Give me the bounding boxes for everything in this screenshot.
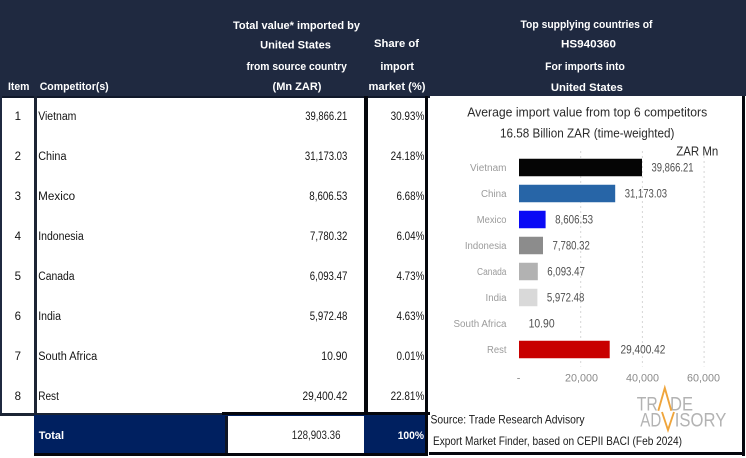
- svg-text:1: 1: [15, 111, 21, 123]
- svg-text:31,173.03: 31,173.03: [305, 151, 347, 163]
- svg-text:TR: TR: [637, 394, 658, 416]
- svg-text:United States: United States: [260, 40, 331, 52]
- svg-text:10.90: 10.90: [529, 319, 555, 331]
- svg-text:China: China: [481, 189, 507, 200]
- svg-text:20,000: 20,000: [565, 373, 598, 385]
- svg-text:South Africa: South Africa: [454, 319, 508, 330]
- svg-text:6.68%: 6.68%: [397, 191, 425, 203]
- svg-text:Indonesia: Indonesia: [38, 231, 84, 243]
- svg-text:128,903.36: 128,903.36: [292, 430, 341, 442]
- svg-text:Source: Trade Research Advisor: Source: Trade Research Advisory: [431, 414, 585, 427]
- svg-text:Indonesia: Indonesia: [465, 241, 507, 252]
- svg-text:import: import: [380, 61, 414, 73]
- svg-text:from source country: from source country: [247, 61, 348, 73]
- svg-text:5: 5: [15, 271, 21, 283]
- svg-text:100%: 100%: [398, 430, 424, 442]
- svg-text:United States: United States: [551, 82, 623, 94]
- svg-text:China: China: [38, 151, 67, 163]
- svg-text:7,780.32: 7,780.32: [553, 241, 590, 253]
- svg-text:39,866.21: 39,866.21: [652, 163, 694, 175]
- svg-text:0.01%: 0.01%: [397, 351, 425, 363]
- svg-text:5,972.48: 5,972.48: [310, 311, 348, 323]
- svg-text:Mexico: Mexico: [38, 191, 75, 203]
- svg-text:4.73%: 4.73%: [397, 271, 425, 283]
- svg-text:40,000: 40,000: [626, 373, 659, 385]
- svg-text:8,606.53: 8,606.53: [555, 215, 593, 227]
- svg-text:7: 7: [15, 351, 21, 363]
- svg-text:Total: Total: [39, 430, 64, 442]
- svg-text:6.04%: 6.04%: [397, 231, 425, 243]
- svg-text:29,400.42: 29,400.42: [303, 391, 348, 403]
- svg-text:AD: AD: [640, 410, 661, 432]
- svg-text:8: 8: [15, 391, 21, 403]
- svg-text:market (%): market (%): [369, 81, 426, 93]
- svg-text:16.58 Billion ZAR (time-weight: 16.58 Billion ZAR (time-weighted): [500, 127, 675, 141]
- svg-text:31,173.03: 31,173.03: [625, 189, 667, 201]
- svg-text:Vietnam: Vietnam: [38, 111, 76, 123]
- svg-text:8,606.53: 8,606.53: [309, 191, 347, 203]
- svg-text:5,972.48: 5,972.48: [547, 293, 585, 305]
- svg-text:30.93%: 30.93%: [391, 111, 425, 123]
- svg-text:2: 2: [15, 151, 21, 163]
- svg-text:29,400.42: 29,400.42: [621, 345, 666, 357]
- svg-text:Rest: Rest: [38, 391, 59, 403]
- svg-text:4: 4: [15, 231, 22, 243]
- svg-text:6,093.47: 6,093.47: [547, 267, 585, 279]
- svg-text:Item: Item: [8, 81, 30, 93]
- svg-text:ZAR Mn: ZAR Mn: [676, 145, 718, 159]
- svg-text:Total value* imported by: Total value* imported by: [233, 20, 361, 32]
- svg-text:22.81%: 22.81%: [391, 391, 425, 403]
- svg-text:Top supplying countries of: Top supplying countries of: [521, 19, 653, 31]
- svg-text:For imports into: For imports into: [545, 61, 625, 73]
- svg-text:(Mn ZAR): (Mn ZAR): [273, 81, 322, 93]
- svg-text:Share of: Share of: [374, 38, 419, 50]
- svg-text:ISORY: ISORY: [675, 410, 727, 432]
- svg-text:Canada: Canada: [38, 271, 75, 283]
- svg-text:-: -: [517, 373, 521, 385]
- svg-text:Competitor(s): Competitor(s): [40, 81, 109, 93]
- svg-text:Canada: Canada: [477, 267, 507, 278]
- svg-text:HS940360: HS940360: [561, 39, 616, 51]
- svg-text:10.90: 10.90: [321, 351, 347, 363]
- svg-text:7,780.32: 7,780.32: [310, 231, 347, 243]
- svg-text:Average import value from top: Average import value from top 6 competit…: [467, 106, 707, 120]
- svg-text:6: 6: [15, 311, 21, 323]
- svg-text:India: India: [38, 311, 61, 323]
- svg-text:60,000: 60,000: [687, 373, 720, 385]
- svg-text:Rest: Rest: [487, 345, 507, 356]
- svg-text:India: India: [486, 293, 508, 304]
- svg-text:DE: DE: [670, 394, 693, 416]
- svg-text:3: 3: [15, 191, 21, 203]
- svg-text:6,093.47: 6,093.47: [310, 271, 348, 283]
- svg-text:39,866.21: 39,866.21: [305, 111, 347, 123]
- svg-text:Vietnam: Vietnam: [470, 163, 507, 174]
- svg-text:24.18%: 24.18%: [391, 151, 425, 163]
- svg-text:Mexico: Mexico: [477, 215, 507, 226]
- svg-text:Export Market Finder, based on: Export Market Finder, based on CEPII BAC…: [433, 435, 682, 448]
- svg-text:4.63%: 4.63%: [397, 311, 425, 323]
- svg-text:South Africa: South Africa: [38, 351, 98, 363]
